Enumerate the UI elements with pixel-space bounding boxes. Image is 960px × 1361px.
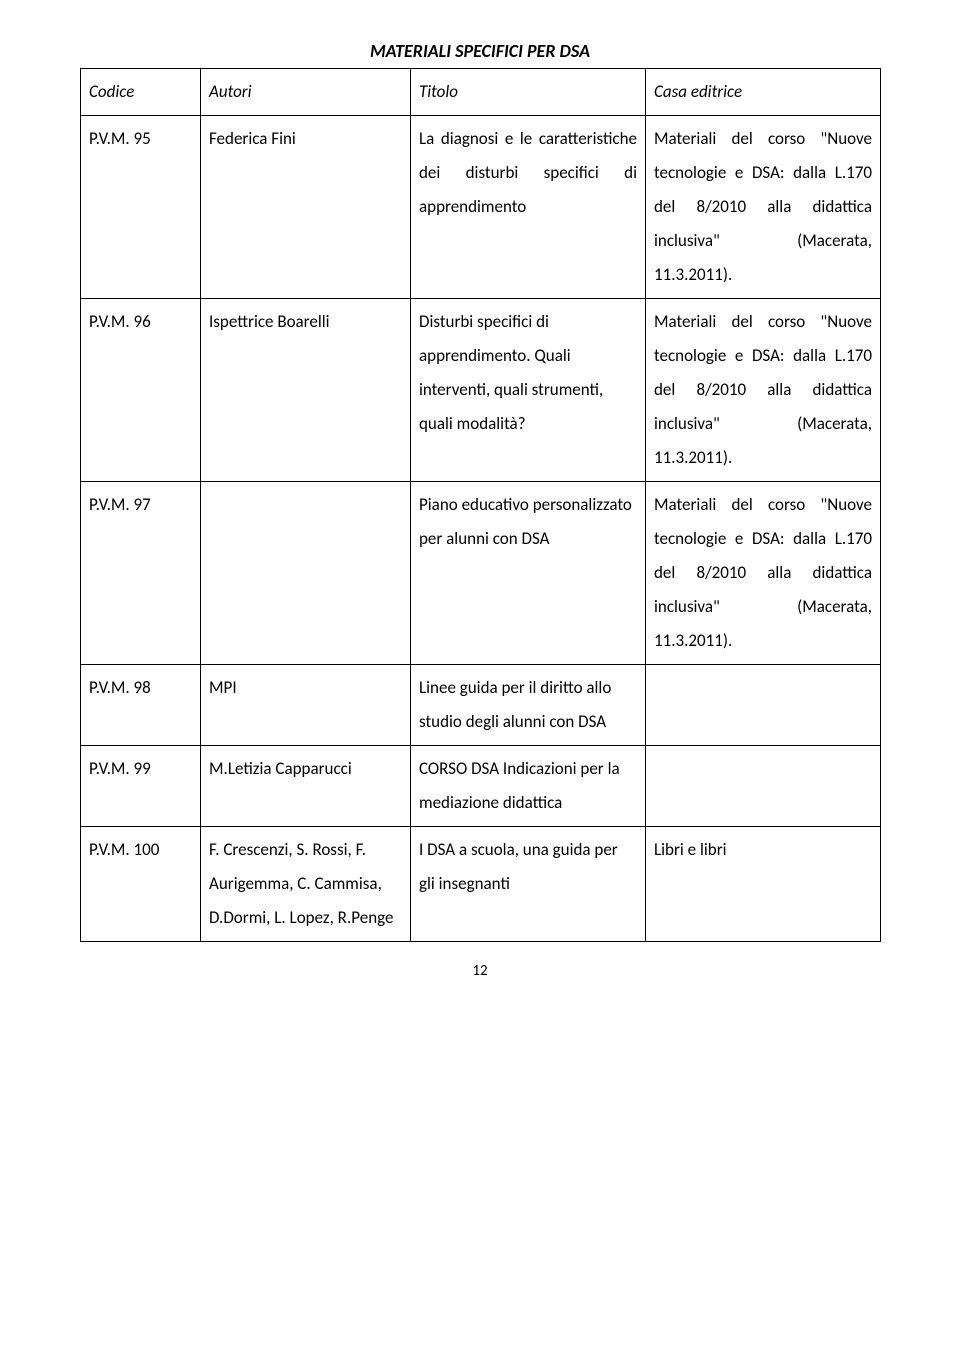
- cell-titolo: I DSA a scuola, una guida per gli insegn…: [411, 827, 646, 942]
- col-codice: Codice: [81, 69, 201, 116]
- table-header-row: Codice Autori Titolo Casa editrice: [81, 69, 881, 116]
- table-row: P.V.M. 96 Ispettrice Boarelli Disturbi s…: [81, 299, 881, 482]
- cell-titolo: CORSO DSA Indicazioni per la mediazione …: [411, 746, 646, 827]
- cell-codice: P.V.M. 99: [81, 746, 201, 827]
- table-row: P.V.M. 99 M.Letizia Capparucci CORSO DSA…: [81, 746, 881, 827]
- cell-codice: P.V.M. 97: [81, 482, 201, 665]
- materials-table: Codice Autori Titolo Casa editrice P.V.M…: [80, 68, 881, 942]
- col-titolo: Titolo: [411, 69, 646, 116]
- cell-autori: Federica Fini: [201, 116, 411, 299]
- cell-codice: P.V.M. 96: [81, 299, 201, 482]
- col-casa: Casa editrice: [646, 69, 881, 116]
- cell-autori: M.Letizia Capparucci: [201, 746, 411, 827]
- col-autori: Autori: [201, 69, 411, 116]
- cell-autori: MPI: [201, 665, 411, 746]
- cell-codice: P.V.M. 95: [81, 116, 201, 299]
- table-row: P.V.M. 95 Federica Fini La diagnosi e le…: [81, 116, 881, 299]
- cell-casa: [646, 746, 881, 827]
- cell-casa: Materiali del corso "Nuove tecnologie e …: [646, 299, 881, 482]
- cell-titolo: Linee guida per il diritto allo studio d…: [411, 665, 646, 746]
- cell-titolo: Piano educativo personalizzato per alunn…: [411, 482, 646, 665]
- cell-codice: P.V.M. 100: [81, 827, 201, 942]
- cell-codice: P.V.M. 98: [81, 665, 201, 746]
- cell-casa: Materiali del corso "Nuove tecnologie e …: [646, 482, 881, 665]
- cell-autori: Ispettrice Boarelli: [201, 299, 411, 482]
- table-row: P.V.M. 100 F. Crescenzi, S. Rossi, F. Au…: [81, 827, 881, 942]
- document-page: MATERIALI SPECIFICI PER DSA Codice Autor…: [0, 0, 960, 1020]
- cell-titolo: Disturbi specifici di apprendimento. Qua…: [411, 299, 646, 482]
- cell-casa: [646, 665, 881, 746]
- cell-casa: Libri e libri: [646, 827, 881, 942]
- cell-casa: Materiali del corso "Nuove tecnologie e …: [646, 116, 881, 299]
- table-row: P.V.M. 97 Piano educativo personalizzato…: [81, 482, 881, 665]
- cell-autori: F. Crescenzi, S. Rossi, F. Aurigemma, C.…: [201, 827, 411, 942]
- cell-titolo: La diagnosi e le caratteristiche dei dis…: [411, 116, 646, 299]
- cell-autori: [201, 482, 411, 665]
- page-title: MATERIALI SPECIFICI PER DSA: [80, 40, 880, 62]
- table-row: P.V.M. 98 MPI Linee guida per il diritto…: [81, 665, 881, 746]
- page-number: 12: [80, 962, 880, 980]
